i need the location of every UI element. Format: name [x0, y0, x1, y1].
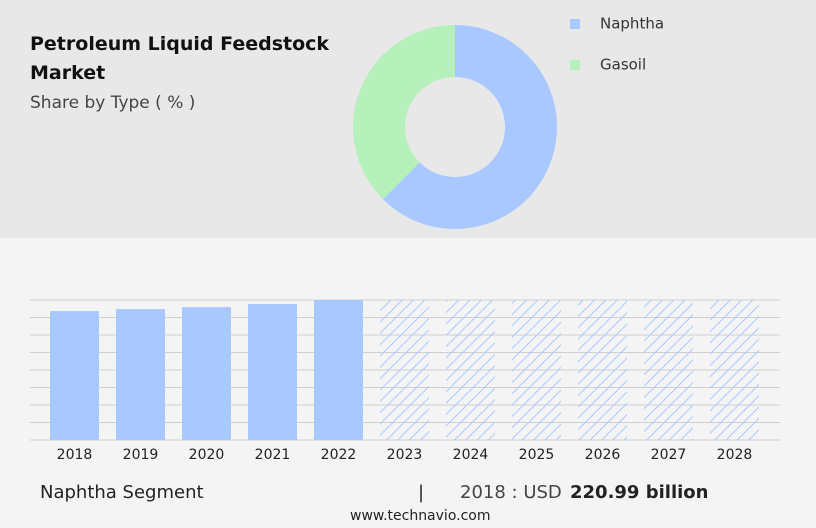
x-tick-label: 2019 [123, 447, 159, 463]
bar [578, 300, 627, 440]
bar [710, 300, 759, 440]
bar [446, 300, 495, 440]
bar [314, 300, 363, 440]
footer-website: www.technavio.com [350, 508, 491, 524]
x-tick-label: 2025 [519, 447, 555, 463]
bar [248, 304, 297, 440]
x-tick-label: 2028 [717, 447, 753, 463]
footer-segment: Naphtha Segment [40, 482, 204, 503]
donut-slice [353, 25, 455, 200]
x-tick-label: 2018 [57, 447, 93, 463]
legend-label: Naphtha [600, 15, 664, 33]
x-tick-label: 2023 [387, 447, 423, 463]
x-tick-label: 2027 [651, 447, 687, 463]
bar [116, 309, 165, 440]
x-tick-label: 2024 [453, 447, 489, 463]
legend-swatch [570, 19, 580, 29]
bar [182, 307, 231, 440]
bar [512, 300, 561, 440]
x-tick-label: 2021 [255, 447, 291, 463]
legend-label: Gasoil [600, 56, 646, 74]
footer-value: 220.99 billion [570, 482, 709, 503]
x-tick-label: 2026 [585, 447, 621, 463]
donut-slice [382, 25, 557, 230]
bar [644, 300, 693, 440]
bar [380, 300, 429, 440]
chart-subtitle: Share by Type ( % ) [30, 93, 196, 113]
legend-swatch [570, 60, 580, 70]
footer-year: 2018 : USD [460, 482, 562, 503]
bar [50, 311, 99, 440]
footer-separator: | [418, 482, 425, 503]
x-tick-label: 2020 [189, 447, 225, 463]
chart-title: Petroleum Liquid Feedstock Market [30, 33, 330, 84]
x-tick-label: 2022 [321, 447, 357, 463]
